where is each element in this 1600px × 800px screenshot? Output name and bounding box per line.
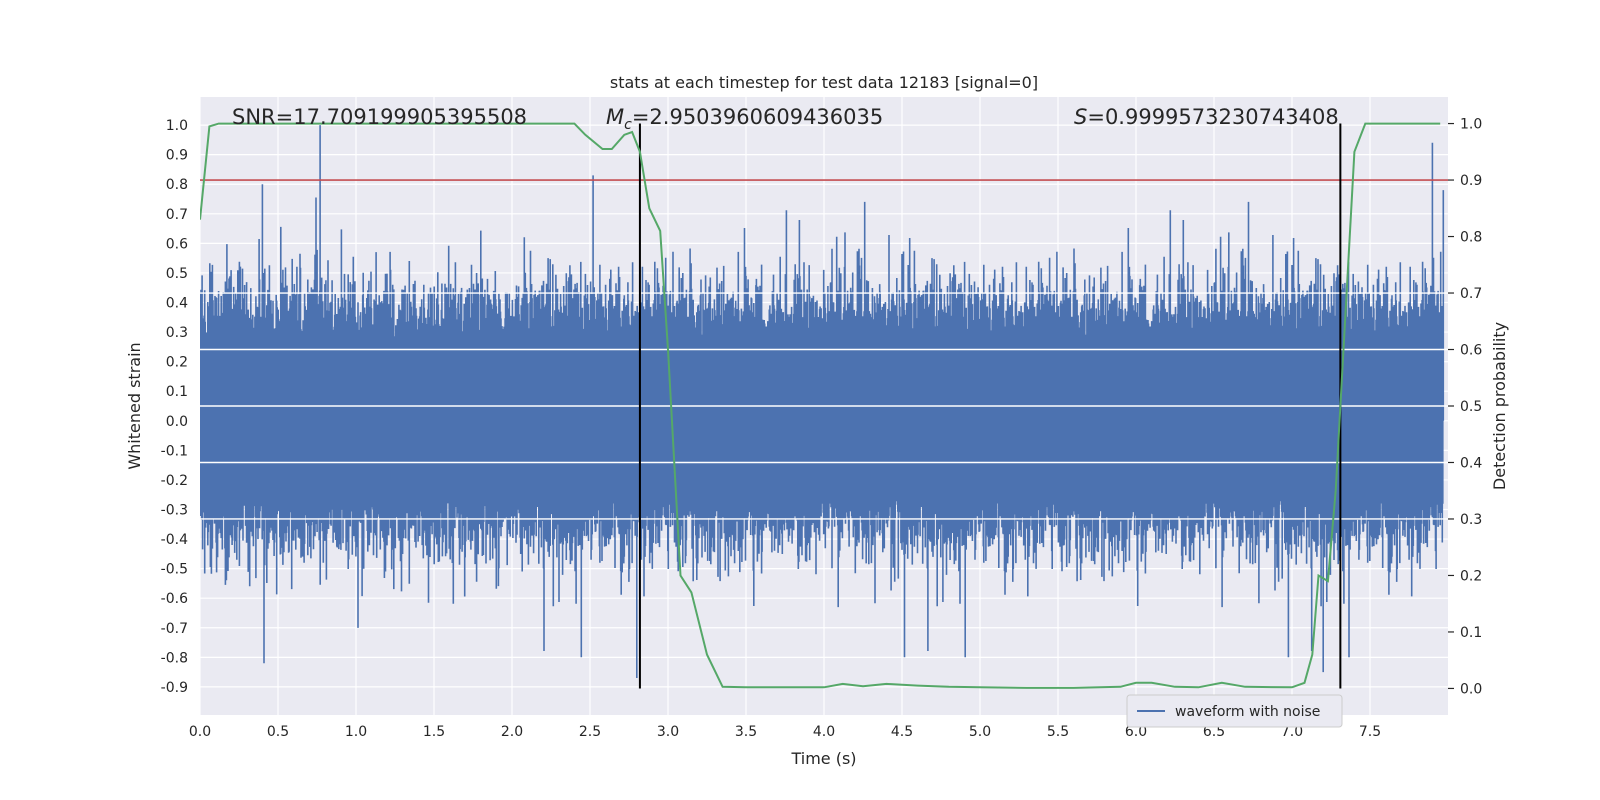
left-tick-label: -0.4 xyxy=(161,532,188,548)
left-tick-label: 0.5 xyxy=(166,266,188,282)
x-tick-label: 1.0 xyxy=(345,724,367,740)
chart-title: stats at each timestep for test data 121… xyxy=(610,73,1038,92)
chirp-mass-symbol: M xyxy=(606,105,624,129)
left-tick-label: -0.1 xyxy=(161,443,188,459)
left-axis-ticks: 1.0 0.9 0.8 0.7 0.6 0.5 0.4 0.3 0.2 0.1 0.0 -0.1 -0.… xyxy=(161,118,188,696)
snr-annotation: SNR=17.709199905395508 xyxy=(232,105,527,129)
x-tick-label: 0.0 xyxy=(189,724,211,740)
right-tick-label: 0.8 xyxy=(1460,230,1482,246)
x-tick-label: 2.5 xyxy=(579,724,601,740)
right-axis-ticks: 1.0 0.9 0.8 0.7 0.6 0.5 0.4 0.3 0.2 0.1 0.0 xyxy=(1448,117,1482,697)
waveform-line xyxy=(200,125,1445,678)
x-tick-label: 6.0 xyxy=(1125,724,1147,740)
chirp-mass-subscript: c xyxy=(624,117,632,133)
left-axis-label: Whitened strain xyxy=(125,342,144,469)
x-tick-label: 1.5 xyxy=(423,724,445,740)
x-tick-label: 3.5 xyxy=(735,724,757,740)
probability-line xyxy=(200,122,1441,689)
x-tick-label: 5.0 xyxy=(969,724,991,740)
left-tick-label: -0.3 xyxy=(161,502,188,518)
left-tick-label: 0.9 xyxy=(166,148,188,164)
x-tick-label: 7.5 xyxy=(1359,724,1381,740)
x-tick-label: 7.0 xyxy=(1281,724,1303,740)
x-axis-label: Time (s) xyxy=(790,749,856,768)
legend-box xyxy=(1126,694,1343,728)
right-tick-label: 1.0 xyxy=(1460,117,1482,133)
x-tick-label: 4.0 xyxy=(813,724,835,740)
score-value: =0.9999573230743408 xyxy=(1087,105,1338,129)
left-tick-label: 0.7 xyxy=(166,207,188,223)
right-tick-label: 0.2 xyxy=(1460,568,1482,584)
right-tick-label: 0.0 xyxy=(1460,681,1482,697)
chirp-mass-annotation: Mc=2.9503960609436035 xyxy=(606,105,883,133)
legend-label: waveform with noise xyxy=(1175,704,1320,720)
right-tick-label: 0.5 xyxy=(1460,399,1482,415)
x-tick-label: 6.5 xyxy=(1203,724,1225,740)
right-axis-label: Detection probability xyxy=(1490,322,1509,490)
score-symbol: S xyxy=(1074,105,1087,129)
left-tick-label: -0.9 xyxy=(161,680,188,696)
left-tick-label: 1.0 xyxy=(166,118,188,134)
left-tick-label: -0.7 xyxy=(161,621,188,637)
left-tick-label: -0.5 xyxy=(161,562,188,578)
x-axis-ticks: 0.0 0.5 1.0 1.5 2.0 2.5 3.0 3.5 4.0 4.5 5.0 5.5 6.0 6… xyxy=(189,724,1381,740)
left-tick-label: 0.2 xyxy=(166,355,188,371)
score-annotation: S=0.9999573230743408 xyxy=(1074,105,1339,129)
probability-series xyxy=(200,122,1441,689)
left-tick-label: 0.4 xyxy=(166,296,188,312)
left-tick-label: -0.2 xyxy=(161,473,188,489)
right-tick-label: 0.3 xyxy=(1460,512,1482,528)
left-tick-label: 0.1 xyxy=(166,384,188,400)
left-tick-label: 0.6 xyxy=(166,236,188,252)
right-tick-label: 0.6 xyxy=(1460,343,1482,359)
left-tick-label: 0.3 xyxy=(166,325,188,341)
right-axis-grid xyxy=(200,292,1448,520)
left-tick-label: -0.8 xyxy=(161,650,188,666)
right-tick-label: 0.4 xyxy=(1460,455,1482,471)
right-tick-label: 0.1 xyxy=(1460,625,1482,641)
x-tick-label: 5.5 xyxy=(1047,724,1069,740)
right-tick-label: 0.7 xyxy=(1460,286,1482,302)
left-tick-label: -0.6 xyxy=(161,591,188,607)
x-tick-label: 0.5 xyxy=(267,724,289,740)
x-tick-label: 4.5 xyxy=(891,724,913,740)
x-tick-label: 3.0 xyxy=(657,724,679,740)
right-tick-label: 0.9 xyxy=(1460,173,1482,189)
left-tick-label: 0.8 xyxy=(166,177,188,193)
waveform-series xyxy=(200,125,1445,678)
legend: waveform with noise xyxy=(1126,694,1343,728)
x-tick-label: 2.0 xyxy=(501,724,523,740)
left-tick-label: 0.0 xyxy=(166,414,188,430)
chirp-mass-value: =2.9503960609436035 xyxy=(632,105,883,129)
